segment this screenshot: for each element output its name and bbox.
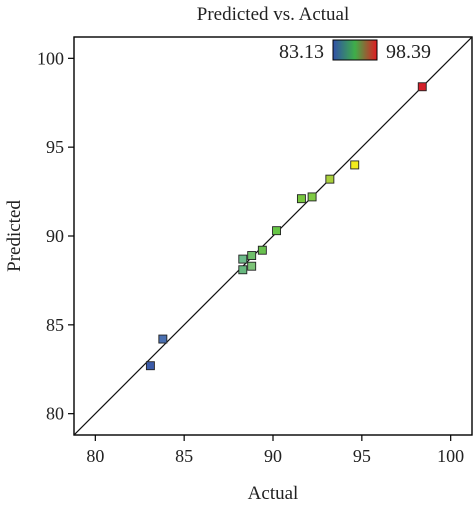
- y-tick-label: 85: [46, 315, 64, 335]
- y-tick-label: 90: [46, 226, 64, 246]
- colorbar-legend: 83.13 98.39: [279, 39, 431, 63]
- data-point: [417, 82, 427, 92]
- reference-line: [74, 37, 472, 435]
- y-axis-label: Predicted: [4, 200, 25, 272]
- data-point: [296, 194, 306, 204]
- data-point: [272, 226, 282, 236]
- x-tick-label: 100: [437, 446, 464, 466]
- data-point: [257, 245, 267, 255]
- y-tick-label: 95: [46, 137, 64, 157]
- y-tick-label: 100: [37, 48, 64, 68]
- colorbar-min-label: 83.13: [279, 41, 324, 63]
- data-point: [158, 334, 168, 344]
- data-point: [238, 265, 248, 275]
- data-point: [247, 261, 257, 271]
- x-tick-label: 80: [86, 446, 104, 466]
- y-tick-label: 80: [46, 404, 64, 424]
- x-tick-label: 90: [264, 446, 282, 466]
- data-point: [238, 254, 248, 264]
- chart-title: Predicted vs. Actual: [197, 4, 350, 25]
- x-tick-label: 95: [353, 446, 371, 466]
- data-point: [145, 361, 155, 371]
- data-point: [325, 174, 335, 184]
- colorbar-max-label: 98.39: [386, 41, 431, 63]
- data-point: [247, 251, 257, 260]
- colorbar-gradient: [332, 39, 378, 61]
- x-tick-label: 85: [175, 446, 193, 466]
- data-point: [307, 192, 317, 202]
- x-axis-label: Actual: [248, 483, 299, 504]
- data-point: [350, 160, 360, 170]
